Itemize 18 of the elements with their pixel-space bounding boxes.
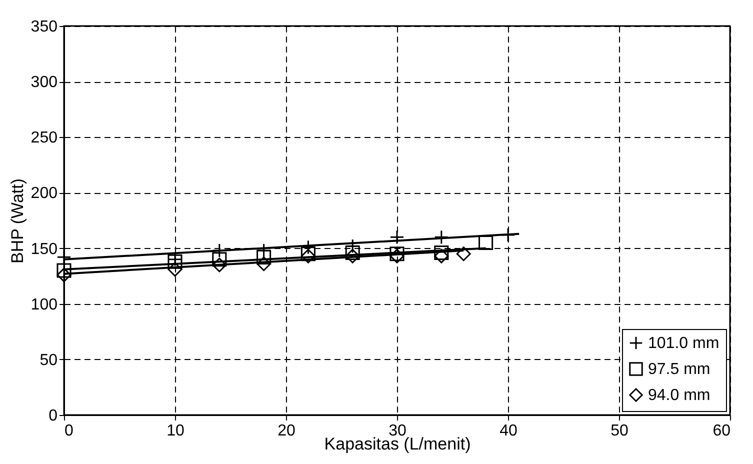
x-tick-label: 0: [64, 422, 74, 440]
y-tick-label: 300: [30, 74, 58, 92]
y-tick-label: 0: [48, 408, 58, 424]
x-tick-label: 20: [278, 422, 296, 440]
y-tick-label: 50: [40, 352, 58, 369]
x-tick-label: 50: [610, 422, 628, 440]
y-tick-label: 250: [30, 130, 58, 147]
y-tick-label: 350: [30, 18, 58, 36]
x-tick-label: 60: [712, 422, 731, 440]
legend-label: 94.0 mm: [648, 387, 710, 404]
y-tick-label: 150: [30, 240, 58, 258]
legend-label: 101.0 mm: [648, 335, 720, 352]
legend-label: 97.5 mm: [648, 361, 710, 378]
y-tick-label: 100: [30, 296, 58, 314]
x-tick-label: 10: [166, 422, 184, 440]
y-axis-title: BHP (Watt): [8, 178, 27, 264]
x-tick-label: 40: [500, 422, 518, 440]
y-tick-label: 200: [30, 185, 58, 202]
